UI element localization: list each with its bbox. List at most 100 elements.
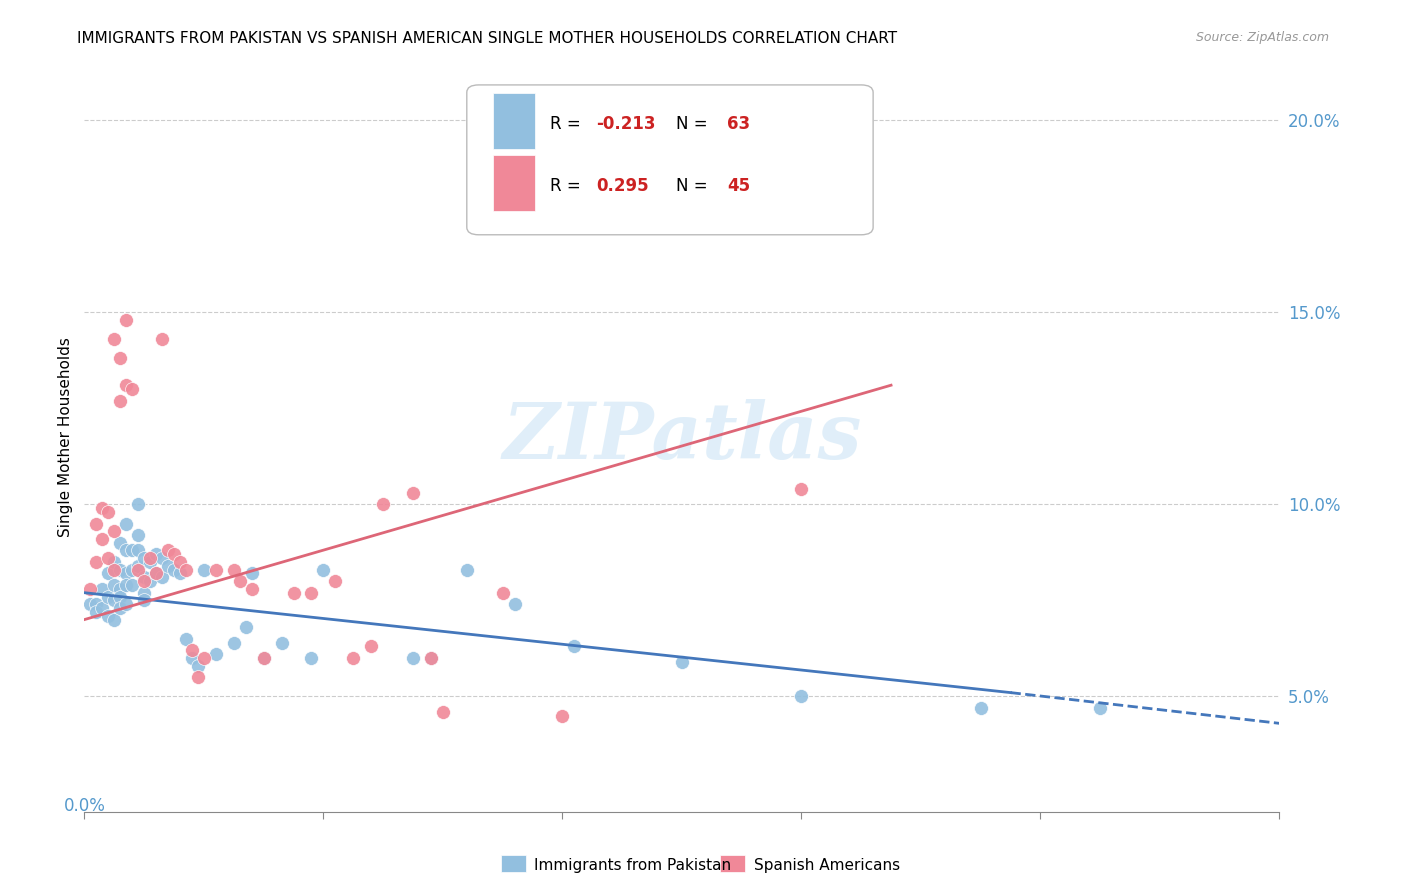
Point [150, 551, 173, 566]
Text: R =: R = [551, 115, 586, 133]
Point [139, 555, 162, 569]
Point [301, 585, 323, 599]
Point [253, 651, 276, 665]
Point [402, 651, 425, 665]
Point [121, 382, 143, 396]
Point [115, 378, 138, 392]
Point [301, 651, 323, 665]
Point [103, 578, 125, 592]
Point [103, 593, 125, 607]
Point [91, 582, 114, 596]
Point [127, 558, 149, 573]
Point [127, 563, 149, 577]
Point [240, 582, 263, 596]
Point [432, 705, 454, 719]
Point [139, 551, 162, 566]
Text: IMMIGRANTS FROM PAKISTAN VS SPANISH AMERICAN SINGLE MOTHER HOUSEHOLDS CORRELATIO: IMMIGRANTS FROM PAKISTAN VS SPANISH AMER… [77, 31, 897, 46]
Text: -0.213: -0.213 [596, 115, 655, 133]
Point [97, 551, 120, 566]
Point [790, 690, 813, 704]
Point [103, 524, 125, 539]
Point [115, 578, 138, 592]
Point [115, 597, 138, 611]
Point [373, 497, 395, 511]
Point [115, 516, 138, 531]
Point [121, 563, 143, 577]
Text: R =: R = [551, 177, 586, 194]
Point [79, 597, 101, 611]
Point [503, 597, 526, 611]
Point [132, 593, 156, 607]
Point [91, 501, 114, 516]
Text: 63: 63 [727, 115, 751, 133]
Point [110, 535, 132, 549]
Bar [720, 855, 745, 872]
Point [127, 528, 149, 542]
Point [671, 209, 693, 223]
Point [110, 351, 132, 366]
Point [169, 555, 191, 569]
Text: Source: ZipAtlas.com: Source: ZipAtlas.com [1195, 31, 1329, 45]
Point [163, 547, 186, 561]
Point [1090, 701, 1112, 715]
Text: N =: N = [676, 177, 713, 194]
Point [205, 563, 228, 577]
Point [115, 566, 138, 581]
Point [121, 578, 143, 592]
Point [86, 597, 108, 611]
Point [240, 566, 263, 581]
Point [420, 651, 443, 665]
Point [181, 651, 204, 665]
Point [551, 708, 574, 723]
Point [145, 566, 167, 581]
Point [110, 563, 132, 577]
Point [97, 505, 120, 519]
Point [342, 651, 364, 665]
Point [97, 608, 120, 623]
Point [402, 485, 425, 500]
Bar [494, 155, 534, 211]
Point [110, 590, 132, 604]
Point [110, 582, 132, 596]
Point [132, 574, 156, 589]
Point [103, 332, 125, 346]
Point [222, 563, 245, 577]
Point [86, 605, 108, 619]
Point [270, 635, 292, 649]
Point [110, 393, 132, 408]
Point [174, 563, 197, 577]
Point [86, 555, 108, 569]
Point [163, 563, 186, 577]
Point [253, 651, 276, 665]
Point [103, 613, 125, 627]
Point [564, 640, 586, 654]
Bar [494, 93, 534, 149]
Point [127, 543, 149, 558]
Point [193, 651, 215, 665]
Point [205, 647, 228, 661]
Point [181, 643, 204, 657]
Point [174, 632, 197, 646]
Point [671, 655, 693, 669]
Text: Immigrants from Pakistan: Immigrants from Pakistan [534, 858, 731, 872]
Point [79, 582, 101, 596]
Point [110, 601, 132, 615]
Point [312, 563, 335, 577]
Point [325, 574, 347, 589]
Point [127, 497, 149, 511]
Point [360, 640, 382, 654]
Point [132, 570, 156, 584]
Point [91, 532, 114, 546]
FancyBboxPatch shape [467, 85, 873, 235]
Point [222, 635, 245, 649]
Point [115, 313, 138, 327]
Y-axis label: Single Mother Households: Single Mother Households [58, 337, 73, 537]
Point [115, 543, 138, 558]
Point [456, 563, 478, 577]
Point [228, 574, 252, 589]
Point [420, 651, 443, 665]
Point [91, 601, 114, 615]
Bar [501, 855, 526, 872]
Text: 45: 45 [727, 177, 751, 194]
Point [157, 543, 180, 558]
